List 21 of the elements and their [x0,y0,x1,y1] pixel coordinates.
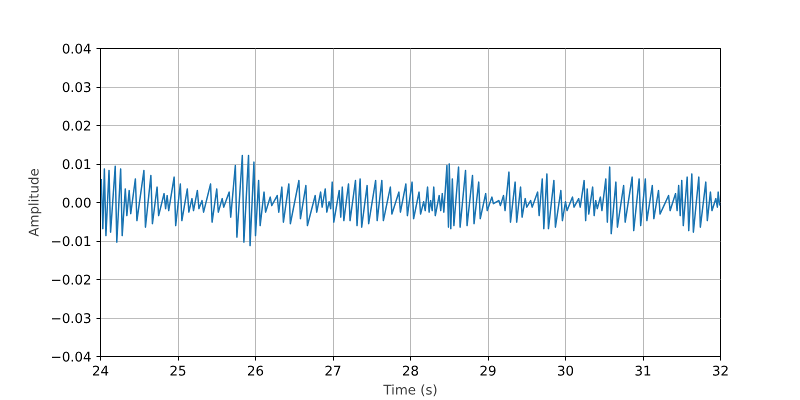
y-tick-label: −0.01 [50,235,92,250]
x-tick-label: 28 [402,364,419,380]
y-tick-label: −0.04 [50,350,92,366]
x-tick-label: 24 [92,364,109,380]
x-tick-label: 26 [247,364,264,380]
y-tick-label: −0.02 [50,274,92,288]
y-tick-label: 0.02 [62,120,92,134]
y-axis-title: Amplitude [28,168,43,237]
y-tick-label: 0.03 [62,81,92,96]
x-tick-label: 30 [557,364,574,380]
line-series [100,154,720,246]
x-tick-label: 32 [712,364,729,380]
x-axis-title: Time (s) [382,384,438,398]
y-tick-label: −0.03 [50,312,92,327]
x-tick-label: 27 [324,364,342,380]
x-tick-label: 29 [480,364,496,380]
y-tick-label: 0.00 [62,196,92,212]
y-tick-label: 0.04 [62,42,92,58]
x-tick-label: 25 [170,364,186,380]
y-tick-label: 0.01 [62,158,92,173]
x-tick-label: 31 [634,364,652,380]
